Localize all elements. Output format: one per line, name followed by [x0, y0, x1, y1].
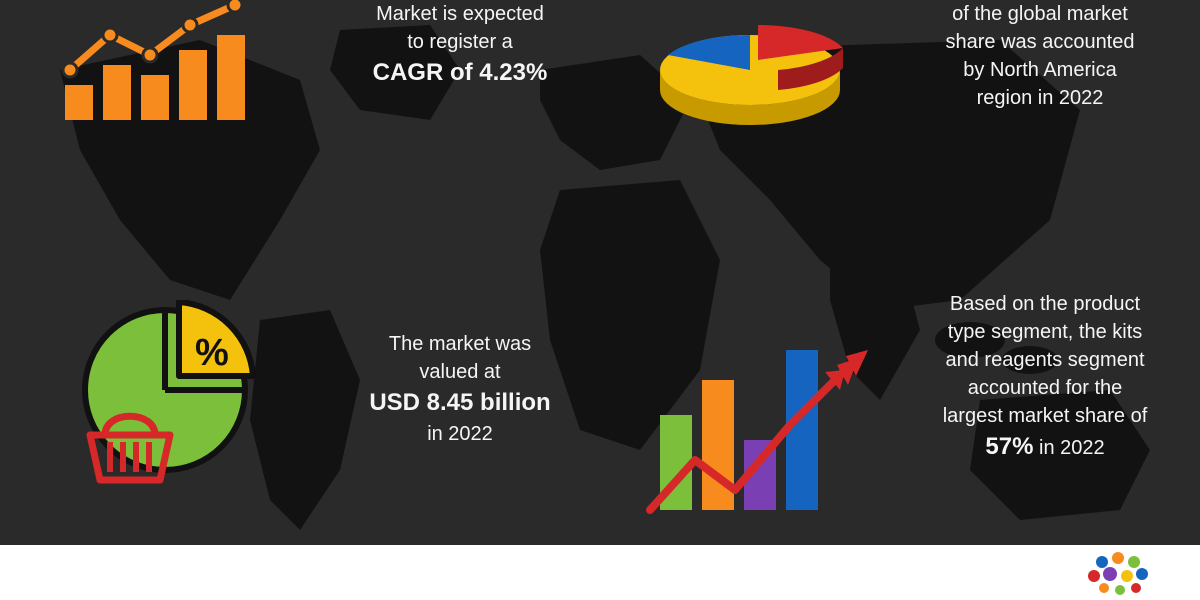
segment-bold-suffix: in 2022 [1033, 437, 1104, 459]
valuation-line2: valued at [330, 358, 590, 386]
cagr-line1: Market is expected [330, 0, 590, 28]
svg-text:%: % [195, 332, 229, 374]
segment-line4: accounted for the [900, 374, 1190, 402]
region-share-text-block: of the global market share was accounted… [900, 0, 1180, 112]
valuation-line3: in 2022 [330, 420, 590, 448]
region-line4: region in 2022 [900, 84, 1180, 112]
footer-strip [0, 545, 1200, 600]
cagr-line2: to register a [330, 28, 590, 56]
segment-bold-line: 57% in 2022 [900, 430, 1190, 464]
segment-share-text-block: Based on the product type segment, the k… [900, 290, 1190, 464]
pie-basket-icon: % [55, 300, 275, 505]
region-line1: of the global market [900, 0, 1180, 28]
region-line3: by North America [900, 56, 1180, 84]
segment-line3: and reagents segment [900, 346, 1190, 374]
pie-3d-icon [640, 0, 860, 135]
cagr-bold: CAGR of 4.23% [330, 56, 590, 90]
segment-bold-percent: 57% [985, 433, 1033, 460]
growth-bars-icon [55, 0, 275, 125]
dot-cluster-logo-icon [1082, 550, 1172, 595]
multicolor-bars-arrow-icon [640, 330, 870, 535]
segment-line5: largest market share of [900, 402, 1190, 430]
region-line2: share was accounted [900, 28, 1180, 56]
segment-line1: Based on the product [900, 290, 1190, 318]
segment-line2: type segment, the kits [900, 318, 1190, 346]
cagr-text-block: Market is expected to register a CAGR of… [330, 0, 590, 90]
valuation-text-block: The market was valued at USD 8.45 billio… [330, 330, 590, 448]
valuation-line1: The market was [330, 330, 590, 358]
valuation-bold: USD 8.45 billion [330, 386, 590, 420]
